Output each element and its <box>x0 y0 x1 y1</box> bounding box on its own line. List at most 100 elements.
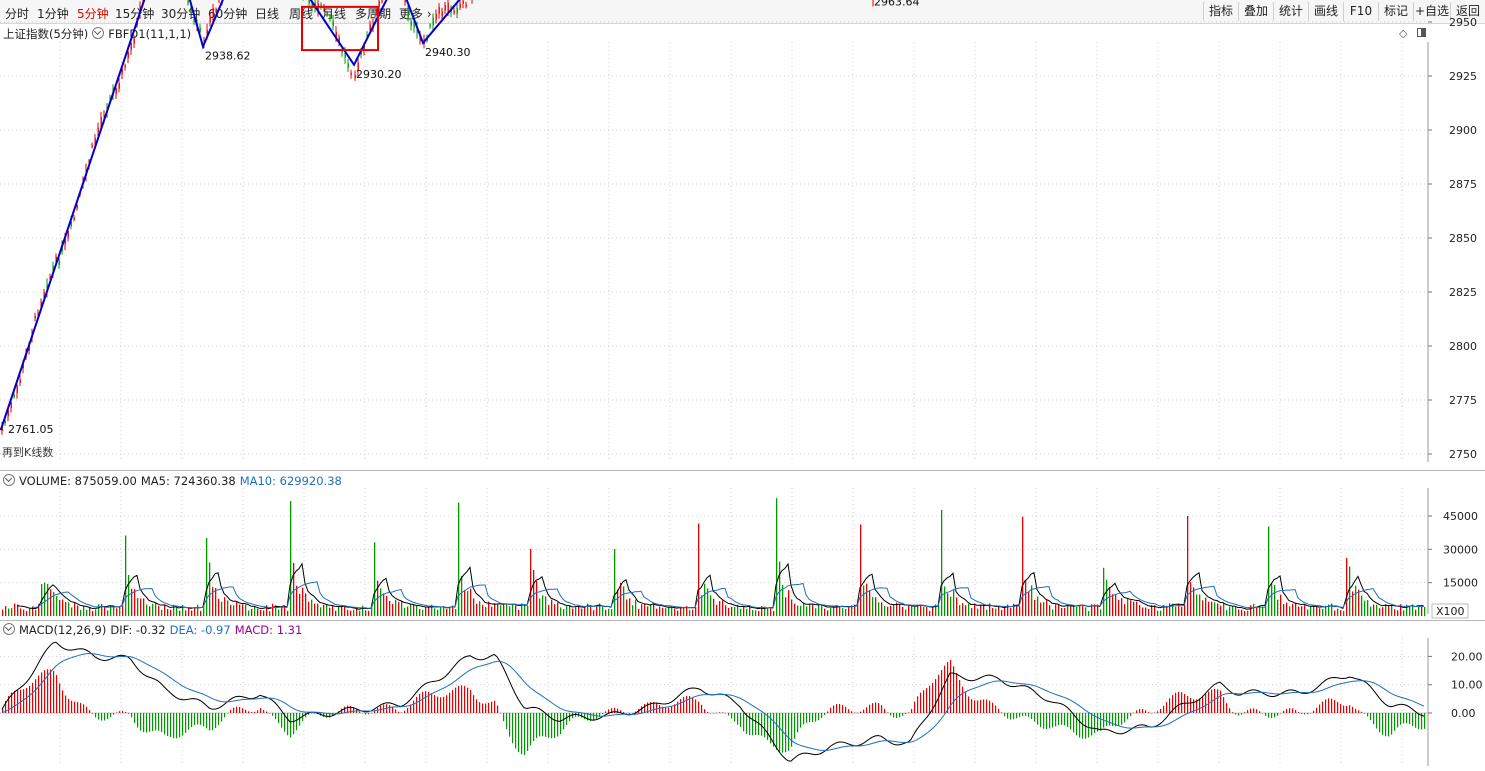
diamond-icon[interactable]: ◇ <box>1399 27 1408 40</box>
volume-bar <box>1382 607 1384 616</box>
volume-bar <box>1385 604 1387 616</box>
period-tab-5min[interactable]: 5分钟 <box>77 7 109 21</box>
candle-body <box>34 315 36 319</box>
period-tab-1min[interactable]: 1分钟 <box>37 7 69 21</box>
macd-bar <box>701 704 703 713</box>
volume-bar <box>1040 602 1042 616</box>
volume-bar <box>104 606 106 616</box>
macd-bar <box>182 713 184 736</box>
candle-body <box>438 7 440 14</box>
volume-bar <box>794 603 796 616</box>
volume-bar <box>1310 606 1312 616</box>
macd-bar <box>608 709 610 713</box>
stats-button[interactable]: 统计 <box>1273 2 1308 21</box>
volume-bar <box>917 606 919 616</box>
volume-bar <box>365 610 367 616</box>
macd-bar <box>563 713 565 730</box>
macd-bar <box>110 713 112 718</box>
volume-bar <box>1010 607 1012 616</box>
candle-body <box>378 1 380 7</box>
macd-bar <box>938 674 940 713</box>
volume-bar <box>1235 606 1237 616</box>
period-tab-15min[interactable]: 15分钟 <box>115 7 155 21</box>
back-button[interactable]: 返回 <box>1450 2 1485 21</box>
mark-button[interactable]: 标记 <box>1378 2 1413 21</box>
pane-divider[interactable] <box>0 470 1485 471</box>
volume-bar <box>1343 610 1345 616</box>
volume-bar <box>860 524 862 616</box>
volume-bar <box>1157 610 1159 616</box>
volume-bar <box>176 607 178 616</box>
volume-bar <box>245 604 247 616</box>
volume-bar <box>929 610 931 616</box>
volume-bar <box>587 603 589 616</box>
volume-bar <box>158 605 160 616</box>
volume-bar <box>881 602 883 616</box>
macd-bar <box>779 713 781 752</box>
volume-bar <box>44 582 46 616</box>
volume-bar <box>824 608 826 616</box>
y-tick-label: 2825 <box>1449 286 1477 299</box>
macd-bar <box>392 707 394 713</box>
add-watchlist-button[interactable]: +自选 <box>1413 2 1450 21</box>
volume-bar <box>1322 608 1324 616</box>
period-tab-daily[interactable]: 日线 <box>255 7 280 21</box>
volume-bar <box>641 604 643 616</box>
f10-button[interactable]: F10 <box>1343 2 1378 21</box>
macd-bar <box>272 713 274 716</box>
volume-bar <box>1013 603 1015 616</box>
volume-bar <box>830 608 832 616</box>
macd-bar <box>368 713 370 715</box>
period-tab-timeshare[interactable]: 分时 <box>5 7 30 21</box>
chevron-right-icon: › <box>426 7 432 21</box>
candle-body <box>344 52 346 59</box>
volume-bar <box>953 590 955 616</box>
indicator-button[interactable]: 指标 <box>1203 2 1238 21</box>
volume-bar <box>302 587 304 616</box>
macd-bar <box>995 705 997 713</box>
volume-bar <box>956 597 958 616</box>
volume-bar <box>1256 607 1258 616</box>
macd-bar <box>1013 713 1015 720</box>
period-tab-30min[interactable]: 30分钟 <box>161 7 201 21</box>
volume-bar <box>401 601 403 616</box>
macd-bar <box>500 713 502 714</box>
collapse-icon[interactable] <box>3 623 15 635</box>
volume-bar <box>959 605 961 616</box>
window-toggle-icon[interactable] <box>1417 28 1426 37</box>
pane-divider[interactable] <box>0 620 1485 621</box>
collapse-icon[interactable] <box>3 474 15 486</box>
volume-bar <box>1217 603 1219 616</box>
macd-bar <box>296 713 298 731</box>
macd-bar <box>539 713 541 737</box>
volume-bar <box>350 610 352 616</box>
draw-line-button[interactable]: 画线 <box>1308 2 1343 21</box>
macd-bar <box>977 700 979 713</box>
overlay-button[interactable]: 叠加 <box>1238 2 1273 21</box>
macd-bar <box>1028 713 1030 717</box>
macd-bar <box>959 680 961 713</box>
y-tick-label: 2875 <box>1449 178 1477 191</box>
macd-bar <box>443 696 445 713</box>
period-tab-monthly[interactable]: 月线 <box>322 7 347 21</box>
macd-bar <box>161 713 163 733</box>
volume-bar <box>1058 604 1060 616</box>
macd-bar <box>365 713 367 715</box>
macd-bar <box>170 713 172 738</box>
candle-body <box>130 43 132 51</box>
macd-bar <box>131 713 133 718</box>
macd-bar <box>26 687 28 713</box>
volume-bar <box>167 609 169 616</box>
indicator-name[interactable]: FBFD1(11,1,1) <box>108 27 192 41</box>
macd-bar <box>1061 713 1063 725</box>
collapse-icon[interactable] <box>92 27 105 39</box>
volume-bar <box>146 604 148 616</box>
volume-bar <box>812 604 814 616</box>
y-tick-label: 15000 <box>1443 577 1478 590</box>
macd-bar <box>98 713 100 720</box>
macd-bar <box>140 713 142 731</box>
volume-bar <box>266 605 268 616</box>
macd-bar <box>1073 713 1075 733</box>
volume-bar <box>230 604 232 616</box>
